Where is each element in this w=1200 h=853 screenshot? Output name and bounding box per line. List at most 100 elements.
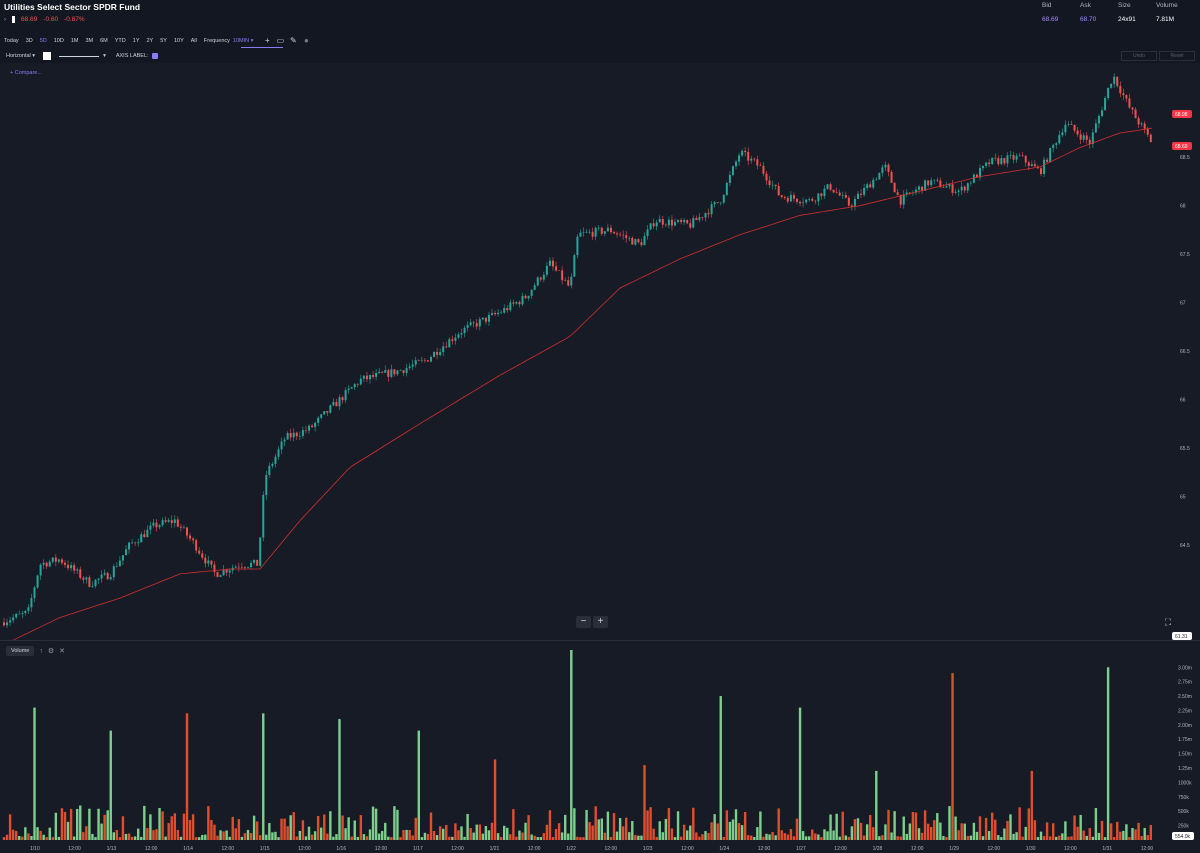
zoom-in-button[interactable]: +	[593, 616, 608, 628]
range-all[interactable]: All	[190, 38, 197, 44]
volume-bar	[384, 822, 387, 840]
range-1y[interactable]: 1Y	[132, 38, 140, 44]
candle-body	[725, 182, 728, 195]
volume-bar	[124, 833, 128, 840]
range-2y[interactable]: 2Y	[146, 38, 154, 44]
candle	[298, 431, 301, 441]
zoom-out-button[interactable]: −	[576, 616, 591, 628]
volume-bar	[750, 835, 753, 840]
candle	[1040, 167, 1042, 177]
volume-bar	[493, 759, 497, 840]
candle	[704, 212, 707, 222]
candle	[283, 437, 286, 447]
candle-body	[304, 430, 307, 431]
time-axis-label: 1/14	[183, 846, 193, 852]
volume-bar	[423, 832, 427, 840]
quote-stats: Bid 68.69 Ask 68.70 Size 24x91 Volume 7.…	[1042, 2, 1194, 23]
candle-body	[695, 218, 698, 221]
time-axis-label: 12:00	[145, 846, 158, 852]
volume-bar	[1149, 825, 1152, 840]
volume-bar	[957, 830, 960, 840]
volume-pane[interactable]	[0, 641, 1200, 853]
candle-body	[176, 519, 179, 527]
crosshair-icon[interactable]: +	[265, 36, 270, 45]
candle-body	[1125, 95, 1128, 99]
candle-body	[405, 368, 408, 373]
volume-bar	[295, 836, 298, 840]
range-3d[interactable]: 3D	[25, 38, 33, 44]
close-icon[interactable]: ✕	[59, 648, 66, 655]
volume-bar	[499, 836, 503, 840]
settings-circle-icon[interactable]: ●	[303, 36, 309, 45]
volume-axis-tick: 750k	[1178, 795, 1189, 801]
candle	[274, 454, 277, 468]
line-type-select[interactable]: Horizontal ▾	[6, 53, 36, 59]
candle	[1024, 155, 1027, 167]
volume-bar	[881, 835, 884, 840]
pane-divider[interactable]	[0, 640, 1200, 641]
price-chart-pane[interactable]	[0, 63, 1200, 641]
undo-button[interactable]: Undo	[1121, 51, 1157, 61]
price-axis-tick: 66	[1180, 397, 1186, 403]
candle-body	[616, 233, 619, 235]
axis-label-checkbox[interactable]	[151, 53, 158, 59]
volume-bar	[387, 836, 390, 840]
volume-bar	[112, 832, 115, 840]
candle	[359, 374, 362, 386]
volume-bar	[878, 836, 881, 840]
candle	[472, 320, 475, 328]
volume-bar	[853, 819, 857, 840]
compare-button[interactable]: + Compare...	[10, 70, 42, 76]
candle-body	[423, 359, 426, 361]
move-up-icon[interactable]: ↑	[39, 647, 43, 655]
candle-body	[613, 232, 615, 234]
candle	[619, 231, 622, 237]
fullscreen-icon[interactable]: ⛶	[1164, 617, 1172, 627]
range-1m[interactable]: 1M	[70, 38, 79, 44]
candle	[222, 565, 225, 577]
range-3m[interactable]: 3M	[85, 38, 94, 44]
comment-icon[interactable]: ▭	[276, 36, 285, 45]
volume-bar	[588, 822, 591, 840]
candle	[786, 195, 789, 204]
volume-bar	[676, 811, 680, 840]
volume-bar	[527, 815, 530, 840]
volume-bar	[365, 836, 369, 840]
pencil-icon[interactable]: ✎	[290, 36, 297, 45]
range-5y[interactable]: 5Y	[160, 38, 167, 44]
candle	[548, 257, 551, 267]
expand-icon[interactable]: ›	[4, 16, 6, 23]
candle	[94, 579, 97, 589]
candle	[247, 566, 249, 569]
range-ytd[interactable]: YTD	[114, 38, 126, 44]
volume-bar	[45, 837, 48, 840]
range-6m[interactable]: 6M	[100, 38, 108, 44]
gear-icon[interactable]: ⚙	[47, 648, 55, 655]
candle-body	[237, 566, 240, 568]
volume-bar	[978, 816, 982, 840]
volume-bar	[902, 816, 905, 840]
volume-bar	[106, 810, 109, 840]
candle	[118, 556, 121, 567]
range-10d[interactable]: 10D	[53, 38, 64, 44]
volume-bar	[72, 836, 76, 840]
range-10y[interactable]: 10Y	[173, 38, 184, 44]
volume-bar	[984, 817, 988, 840]
range-5d[interactable]: 5D	[39, 38, 47, 44]
volume-bar	[137, 828, 140, 840]
reset-button[interactable]: Reset	[1159, 51, 1195, 61]
candle-body	[722, 194, 725, 203]
candle-body	[548, 260, 551, 266]
frequency-select[interactable]: 10MIN ▾	[232, 38, 254, 44]
candle	[18, 610, 21, 615]
line-style-preview[interactable]	[59, 55, 100, 57]
range-today[interactable]: Today	[4, 38, 19, 44]
stat-label: Volume	[1156, 2, 1178, 9]
candle-body	[817, 193, 820, 202]
color-swatch[interactable]	[43, 52, 52, 60]
candle	[1076, 127, 1079, 137]
line-style-chevron-icon[interactable]: ▾	[103, 53, 106, 59]
candle-body	[1006, 155, 1009, 164]
